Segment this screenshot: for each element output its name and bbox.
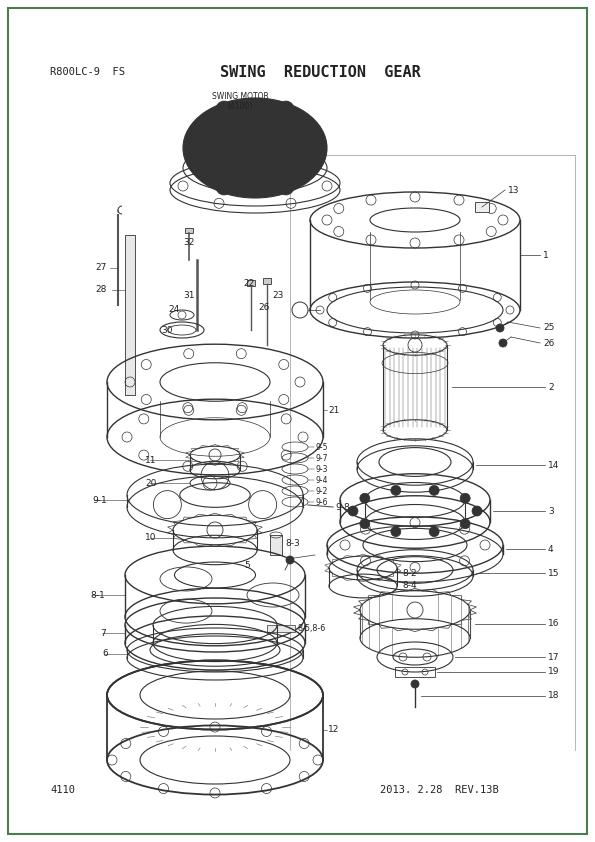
Text: 25: 25 xyxy=(543,323,555,333)
Text: (4100): (4100) xyxy=(227,102,253,110)
Text: 2: 2 xyxy=(548,382,553,392)
Circle shape xyxy=(499,339,507,347)
Text: 9-5: 9-5 xyxy=(315,443,327,451)
Circle shape xyxy=(348,506,358,516)
Text: 10: 10 xyxy=(145,534,156,542)
Circle shape xyxy=(278,179,294,195)
Text: 9-6: 9-6 xyxy=(315,498,327,507)
Text: 7: 7 xyxy=(100,628,106,637)
Circle shape xyxy=(429,526,439,536)
Text: 18: 18 xyxy=(548,691,559,701)
Text: 13: 13 xyxy=(508,185,519,195)
Text: 5: 5 xyxy=(245,561,250,569)
Text: 24: 24 xyxy=(168,306,179,315)
Text: 23: 23 xyxy=(272,290,283,300)
Text: 9-2: 9-2 xyxy=(315,487,327,495)
Text: 2013. 2.28  REV.13B: 2013. 2.28 REV.13B xyxy=(380,785,499,795)
Text: 30: 30 xyxy=(161,326,173,334)
Text: 32: 32 xyxy=(183,237,195,247)
Text: R800LC-9  FS: R800LC-9 FS xyxy=(50,67,125,77)
Bar xyxy=(475,202,489,212)
Text: 8-2: 8-2 xyxy=(402,568,416,578)
Text: 11: 11 xyxy=(145,456,156,465)
Text: 17: 17 xyxy=(548,653,559,662)
Circle shape xyxy=(216,179,232,195)
Bar xyxy=(263,278,271,284)
Circle shape xyxy=(472,506,482,516)
Ellipse shape xyxy=(183,98,327,198)
Circle shape xyxy=(391,485,401,495)
Circle shape xyxy=(496,324,504,332)
Circle shape xyxy=(216,101,232,117)
Circle shape xyxy=(278,101,294,117)
Text: 3: 3 xyxy=(548,507,554,515)
Bar xyxy=(125,235,135,395)
Text: 31: 31 xyxy=(183,290,195,300)
Text: 16: 16 xyxy=(548,620,559,628)
Circle shape xyxy=(460,519,470,529)
Text: 8-3: 8-3 xyxy=(285,540,300,548)
Circle shape xyxy=(411,680,419,688)
Text: 9-7: 9-7 xyxy=(315,454,327,462)
Text: 26: 26 xyxy=(259,303,270,312)
Text: SWING MOTOR: SWING MOTOR xyxy=(212,92,268,100)
Text: 15: 15 xyxy=(548,568,559,578)
Text: SWING  REDUCTION  GEAR: SWING REDUCTION GEAR xyxy=(220,65,421,79)
Circle shape xyxy=(360,493,370,504)
Bar xyxy=(247,280,255,286)
Text: 9-1: 9-1 xyxy=(92,495,107,504)
Text: 6: 6 xyxy=(102,649,108,658)
Text: 8-5,8-6: 8-5,8-6 xyxy=(297,623,325,632)
Bar xyxy=(270,535,282,555)
Circle shape xyxy=(286,556,294,564)
Text: 14: 14 xyxy=(548,461,559,470)
Bar xyxy=(267,625,295,632)
Text: 1: 1 xyxy=(543,251,549,259)
Text: 12: 12 xyxy=(328,726,339,734)
Text: 19: 19 xyxy=(548,668,559,676)
Text: 8-4: 8-4 xyxy=(402,580,416,589)
Circle shape xyxy=(429,485,439,495)
Text: 4110: 4110 xyxy=(50,785,75,795)
Circle shape xyxy=(360,519,370,529)
Text: 8-1: 8-1 xyxy=(90,590,105,600)
Text: 22: 22 xyxy=(243,280,254,289)
Text: 28: 28 xyxy=(95,285,107,295)
Circle shape xyxy=(309,140,325,156)
Text: 21: 21 xyxy=(328,406,339,414)
Text: 4: 4 xyxy=(548,545,553,553)
Text: 9-8: 9-8 xyxy=(335,503,350,511)
Text: 27: 27 xyxy=(95,264,107,273)
Text: 9-4: 9-4 xyxy=(315,476,327,484)
Bar xyxy=(185,228,193,233)
Text: 9-3: 9-3 xyxy=(315,465,327,473)
Bar xyxy=(395,667,435,677)
Circle shape xyxy=(460,493,470,504)
Circle shape xyxy=(185,140,201,156)
Circle shape xyxy=(391,526,401,536)
Text: 26: 26 xyxy=(543,338,555,348)
Text: 20: 20 xyxy=(145,478,156,488)
